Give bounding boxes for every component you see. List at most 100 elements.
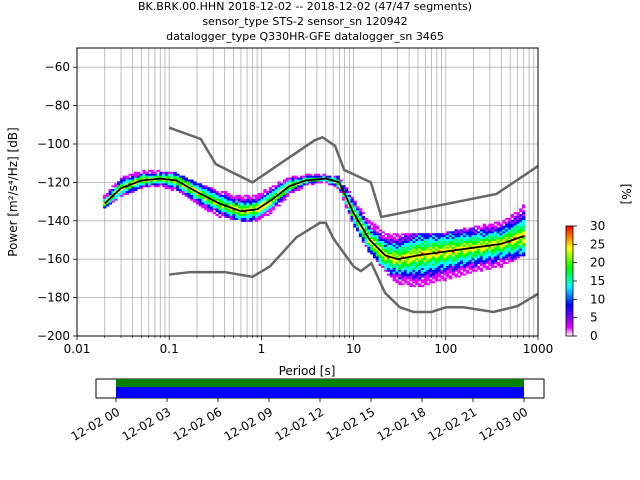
heatmap-cell bbox=[415, 263, 419, 266]
heatmap-cell bbox=[274, 192, 278, 195]
heatmap-cell bbox=[488, 229, 492, 232]
heatmap-cell bbox=[432, 244, 436, 247]
heatmap-cell bbox=[285, 192, 290, 195]
heatmap-cell bbox=[193, 185, 197, 188]
heatmap-cell bbox=[417, 235, 422, 238]
heatmap-cell bbox=[423, 248, 428, 251]
heatmap-cell bbox=[493, 240, 498, 243]
heatmap-cell bbox=[103, 198, 107, 201]
heatmap-cell bbox=[426, 269, 430, 272]
heatmap-cell bbox=[353, 200, 357, 203]
heatmap-cell bbox=[432, 277, 436, 280]
colorbar-tick-label: 30 bbox=[590, 219, 605, 233]
heatmap-cell bbox=[145, 173, 149, 176]
heatmap-cell bbox=[462, 265, 467, 268]
heatmap-cell bbox=[173, 183, 177, 186]
heatmap-cell bbox=[493, 250, 498, 253]
heatmap-cell bbox=[485, 254, 489, 257]
heatmap-cell bbox=[516, 233, 520, 236]
heatmap-cell bbox=[350, 217, 354, 220]
heatmap-cell bbox=[406, 235, 411, 238]
heatmap-cell bbox=[522, 233, 526, 236]
heatmap-cell bbox=[474, 254, 478, 257]
heatmap-cell bbox=[122, 177, 127, 180]
heatmap-cell bbox=[516, 252, 520, 255]
heatmap-cell bbox=[516, 212, 520, 215]
heatmap-cell bbox=[311, 181, 315, 184]
heatmap-cell bbox=[221, 196, 225, 199]
heatmap-cell bbox=[488, 267, 492, 270]
heatmap-cell bbox=[485, 252, 489, 255]
heatmap-cell bbox=[274, 196, 278, 199]
heatmap-cell bbox=[243, 212, 248, 215]
heatmap-cell bbox=[477, 242, 481, 245]
heatmap-cell bbox=[218, 206, 222, 209]
heatmap-cell bbox=[277, 198, 281, 201]
heatmap-cell bbox=[429, 267, 433, 270]
heatmap-cell bbox=[420, 273, 425, 276]
heatmap-cell bbox=[426, 265, 430, 268]
heatmap-cell bbox=[437, 244, 442, 247]
heatmap-cell bbox=[378, 239, 383, 241]
heatmap-cell bbox=[294, 181, 298, 184]
heatmap-cell bbox=[356, 225, 360, 228]
heatmap-cell bbox=[401, 250, 405, 253]
heatmap-cell bbox=[246, 214, 250, 217]
heatmap-cell bbox=[297, 189, 301, 192]
heatmap-cell bbox=[502, 258, 506, 261]
heatmap-cell bbox=[468, 265, 472, 268]
heatmap-cell bbox=[434, 244, 439, 247]
heatmap-cell bbox=[350, 215, 354, 218]
heatmap-cell bbox=[336, 183, 340, 186]
heatmap-cell bbox=[477, 235, 481, 238]
heatmap-cell bbox=[415, 279, 419, 282]
heatmap-cell bbox=[519, 231, 523, 234]
heatmap-cell bbox=[215, 202, 219, 205]
heatmap-cell bbox=[294, 177, 298, 180]
heatmap-cell bbox=[412, 248, 416, 251]
heatmap-cell bbox=[184, 194, 188, 197]
heatmap-cell bbox=[477, 254, 481, 257]
heatmap-cell bbox=[257, 198, 262, 201]
heatmap-cell bbox=[406, 273, 411, 276]
heatmap-cell bbox=[491, 262, 495, 265]
heatmap-cell bbox=[505, 244, 509, 247]
x-tick-label: 100 bbox=[434, 342, 457, 356]
heatmap-cell bbox=[468, 237, 472, 240]
heatmap-cell bbox=[513, 252, 517, 255]
heatmap-cell bbox=[440, 242, 444, 245]
heatmap-cell bbox=[488, 263, 492, 266]
heatmap-cell bbox=[434, 250, 439, 253]
heatmap-cell bbox=[378, 242, 383, 245]
heatmap-cell bbox=[474, 250, 478, 253]
heatmap-cell bbox=[212, 212, 217, 215]
heatmap-cell bbox=[488, 225, 492, 228]
heatmap-cell bbox=[426, 244, 430, 247]
heatmap-cell bbox=[367, 231, 371, 234]
heatmap-cell bbox=[271, 202, 276, 205]
heatmap-cell bbox=[274, 202, 278, 205]
heatmap-cell bbox=[201, 198, 205, 201]
heatmap-cell bbox=[499, 265, 503, 268]
heatmap-cell bbox=[457, 256, 461, 259]
heatmap-cell bbox=[493, 256, 498, 259]
heatmap-cell bbox=[297, 183, 301, 186]
heatmap-cell bbox=[457, 233, 461, 236]
heatmap-cell bbox=[263, 214, 267, 217]
heatmap-cell bbox=[443, 267, 447, 270]
heatmap-cell bbox=[291, 187, 295, 190]
heatmap-cell bbox=[136, 173, 141, 176]
heatmap-cell bbox=[218, 196, 222, 199]
heatmap-cell bbox=[420, 256, 425, 259]
heatmap-cell bbox=[387, 263, 391, 266]
heatmap-cell bbox=[108, 200, 113, 203]
heatmap-cell bbox=[378, 235, 383, 238]
heatmap-cell bbox=[308, 181, 312, 184]
heatmap-cell bbox=[122, 183, 127, 186]
heatmap-cell bbox=[398, 265, 402, 268]
heatmap-cell bbox=[460, 254, 464, 257]
heatmap-cell bbox=[142, 171, 146, 174]
heatmap-cell bbox=[522, 248, 526, 251]
heatmap-cell bbox=[358, 233, 363, 236]
